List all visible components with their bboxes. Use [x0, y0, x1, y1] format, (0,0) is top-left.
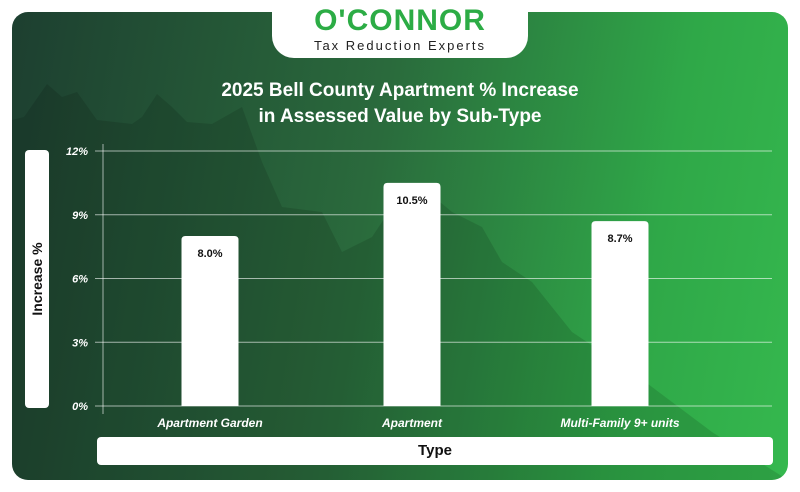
data-label: 8.0% [197, 248, 222, 260]
y-tick-label: 9% [72, 210, 88, 222]
x-tick-label: Multi-Family 9+ units [560, 416, 679, 430]
y-tick-label: 3% [72, 337, 88, 349]
data-label: 8.7% [607, 233, 632, 245]
logo-brand: O'CONNOR [314, 4, 486, 37]
x-tick-label: Apartment [381, 416, 443, 430]
bar [181, 236, 239, 406]
x-tick-label: Apartment Garden [156, 416, 262, 430]
oconnor-logo: O'CONNOR Tax Reduction Experts [272, 0, 528, 58]
bar [383, 182, 441, 406]
chart-title-line-1: 2025 Bell County Apartment % Increase [221, 80, 579, 101]
bar [591, 221, 649, 406]
data-label: 10.5% [396, 195, 427, 207]
chart-title-line-2: in Assessed Value by Sub-Type [258, 106, 542, 127]
logo-tagline: Tax Reduction Experts [313, 38, 487, 53]
y-tick-label: 6% [72, 274, 88, 286]
y-tick-label: 0% [72, 401, 88, 413]
y-axis-label-box [25, 150, 49, 408]
x-axis-label-box [97, 437, 773, 465]
y-tick-label: 12% [66, 146, 88, 158]
x-axis-label: Type [418, 442, 452, 459]
